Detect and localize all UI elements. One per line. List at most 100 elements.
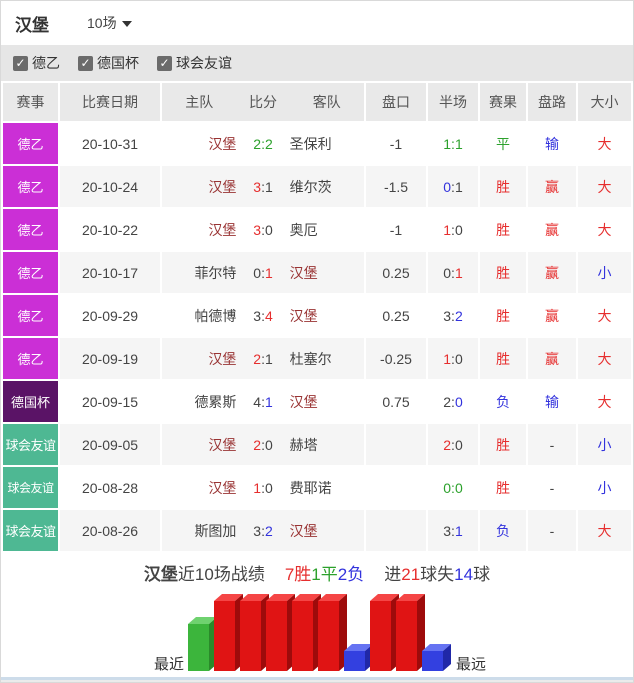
result-bar [422,651,443,671]
home-team: 汉堡 [208,221,237,238]
over-under: 小 [578,467,631,508]
result: 平 [480,123,526,164]
over-under: 大 [578,295,631,336]
handicap-result: 赢 [528,338,576,379]
table-row: 球会友谊 20-09-05 汉堡 2:0 赫塔 2:0 胜 - 小 [3,424,631,465]
results-bar-chart: 最近 最远 [1,587,633,682]
result-bar-face [396,594,425,601]
chevron-down-icon [121,21,132,27]
league-badge: 德乙 [3,252,58,293]
col-header-handicap: 盘口 [366,83,426,121]
league-filter-checkbox[interactable]: ✓ 德国杯 [78,53,139,73]
match-count-dropdown[interactable]: 10场 [87,13,132,33]
over-under: 大 [578,338,631,379]
half-score: 0:0 [428,467,478,508]
score: 1:0 [253,479,273,496]
over-under: 小 [578,252,631,293]
match-cell: 德累斯 4:1 汉堡 [162,381,364,422]
result: 胜 [480,295,526,336]
handicap-result: 赢 [528,166,576,207]
table-header-row: 赛事 比赛日期 主队 比分 客队 盘口 半场 赛果 盘路 大小 [3,83,631,121]
match-date: 20-09-29 [60,295,160,336]
result-bar-face [214,594,243,601]
over-under: 小 [578,424,631,465]
summary-segment: 21 [401,565,421,584]
result-bar-loss [422,644,451,671]
result: 胜 [480,252,526,293]
summary-segment: 进 [384,565,402,584]
result: 胜 [480,467,526,508]
result-bar-face [422,644,451,651]
home-team: 汉堡 [208,479,237,496]
league-filter-checkbox[interactable]: ✓ 球会友谊 [157,53,232,73]
col-header-league: 赛事 [3,83,58,121]
result-bar-win [266,594,295,671]
handicap [366,467,426,508]
col-header-away: 客队 [312,94,341,110]
half-score: 0:1 [428,166,478,207]
results-bar-chart-svg: 最近 最远 [154,594,486,673]
league-badge: 德乙 [3,166,58,207]
match-cell: 汉堡 1:0 费耶诺 [162,467,364,508]
table-row: 德国杯 20-09-15 德累斯 4:1 汉堡 0.75 2:0 负 输 大 [3,381,631,422]
handicap: -1 [366,123,426,164]
result: 胜 [480,209,526,250]
result-bar [292,601,313,671]
over-under: 大 [578,166,631,207]
result-bar-win [370,594,399,671]
result-bar [188,624,209,671]
col-header-date: 比赛日期 [60,83,160,121]
league-badge: 德乙 [3,209,58,250]
match-date: 20-10-24 [60,166,160,207]
summary-segment: 7胜 [284,565,312,584]
result-bar-draw [188,617,217,671]
match-cell: 汉堡 2:1 杜塞尔 [162,338,364,379]
result-bar-win [318,594,347,671]
score: 3:0 [253,221,273,238]
table-row: 德乙 20-09-29 帕德博 3:4 汉堡 0.25 3:2 胜 赢 大 [3,295,631,336]
league-badge: 球会友谊 [3,510,58,551]
col-header-home: 主队 [185,94,214,110]
league-filter-label: 德国杯 [97,55,139,71]
half-score: 2:0 [428,381,478,422]
col-header-half: 半场 [428,83,478,121]
score: 2:0 [253,436,273,453]
match-cell: 菲尔特 0:1 汉堡 [162,252,364,293]
over-under: 大 [578,123,631,164]
handicap: -0.25 [366,338,426,379]
match-date: 20-09-15 [60,381,160,422]
result-bar [266,601,287,671]
page-title: 汉堡 [15,15,49,35]
handicap [366,424,426,465]
league-badge: 德乙 [3,123,58,164]
result-bar-win [214,594,243,671]
col-header-match: 主队 比分 客队 [162,83,364,121]
score: 3:4 [253,307,273,324]
table-row: 德乙 20-10-17 菲尔特 0:1 汉堡 0.25 0:1 胜 赢 小 [3,252,631,293]
result-bar-face [443,644,451,671]
league-filter-checkbox[interactable]: ✓ 德乙 [13,53,60,73]
match-date: 20-08-28 [60,467,160,508]
handicap-result: 输 [528,123,576,164]
over-under: 大 [578,510,631,551]
match-date: 20-08-26 [60,510,160,551]
away-team: 奥厄 [289,221,318,238]
table-row: 德乙 20-10-31 汉堡 2:2 圣保利 -1 1:1 平 输 大 [3,123,631,164]
result-bar [240,601,261,671]
match-cell: 帕德博 3:4 汉堡 [162,295,364,336]
league-filter-bar: ✓ 德乙 ✓ 德国杯 ✓ 球会友谊 [1,45,633,81]
result-bar-face [344,644,373,651]
score: 0:1 [253,264,273,281]
result: 负 [480,510,526,551]
league-badge: 球会友谊 [3,424,58,465]
league-filter-label: 德乙 [32,55,60,71]
over-under: 大 [578,209,631,250]
score: 2:1 [253,350,273,367]
home-team: 汉堡 [208,436,237,453]
summary-segment: 汉堡 [143,565,178,584]
match-date: 20-09-05 [60,424,160,465]
checkbox-checked-icon: ✓ [78,55,93,71]
score: 4:1 [253,393,273,410]
home-team: 汉堡 [208,135,237,152]
